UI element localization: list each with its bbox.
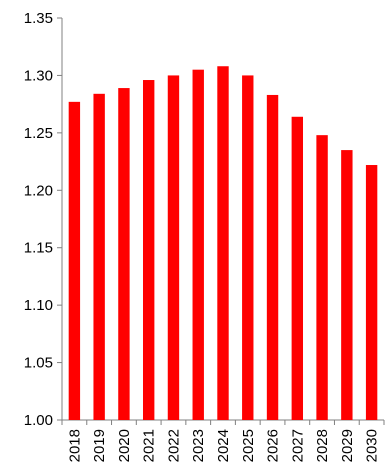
x-tick-label: 2019	[91, 429, 108, 462]
x-tick-label: 2023	[190, 429, 207, 462]
y-tick-label: 1.35	[24, 10, 53, 27]
bars	[68, 66, 378, 421]
x-tick-label: 2022	[165, 429, 182, 462]
bar-2026	[266, 94, 279, 420]
x-tick-label: 2026	[265, 429, 282, 462]
x-tick-label: 2018	[66, 429, 83, 462]
y-tick-labels: 1.00 1.05 1.10 1.15 1.20 1.25 1.30 1.35	[24, 10, 53, 429]
y-tick-label: 1.15	[24, 240, 53, 257]
y-tick-label: 1.20	[24, 182, 53, 199]
bar-2027	[291, 116, 304, 420]
x-tick-label: 2029	[339, 429, 356, 462]
bar-2024	[217, 66, 229, 421]
x-tick-label: 2030	[364, 429, 381, 462]
bar-2025	[242, 75, 254, 420]
bar-2018	[68, 101, 81, 421]
y-tick-label: 1.10	[24, 297, 53, 314]
bar-2029	[341, 150, 353, 421]
x-tick-label: 2025	[240, 429, 257, 462]
x-tick-label: 2028	[314, 429, 331, 462]
x-tick-label: 2021	[141, 429, 158, 462]
y-tick-label: 1.30	[24, 67, 53, 84]
bar-2030	[365, 165, 378, 420]
bar-2020	[118, 88, 130, 420]
x-axis	[61, 419, 385, 425]
y-tick-label: 1.25	[24, 125, 53, 142]
x-tick-label: 2020	[116, 429, 133, 462]
y-axis	[57, 17, 63, 421]
bar-2022	[167, 75, 180, 420]
x-tick-label: 2024	[215, 429, 232, 462]
bar-2028	[316, 135, 328, 420]
bar-2023	[192, 69, 204, 420]
x-tick-label: 2027	[289, 429, 306, 462]
y-tick-label: 1.05	[24, 355, 53, 372]
y-tick-label: 1.00	[24, 412, 53, 429]
x-tick-labels: 2018 2019 2020 2021 2022 2023 2024 2025 2026 2027…	[66, 429, 380, 462]
bar-2021	[142, 80, 155, 420]
bar-2019	[93, 93, 105, 420]
